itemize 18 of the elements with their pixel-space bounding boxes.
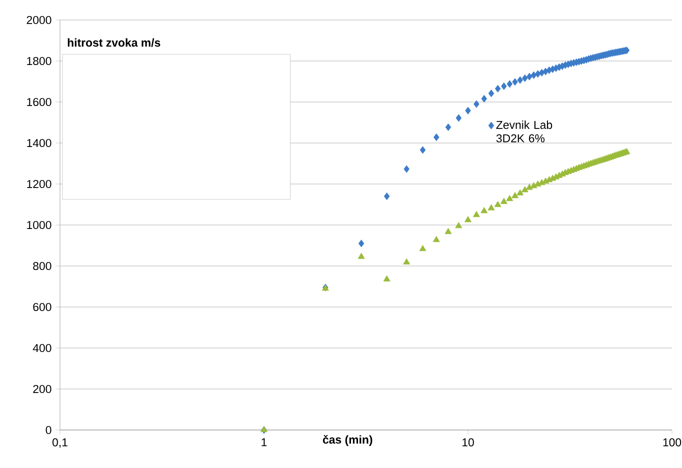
x-tick-label: 100 — [663, 438, 682, 446]
x-tick-label: 10 — [462, 438, 474, 446]
y-tick-label: 200 — [33, 384, 52, 394]
y-tick-label: 1400 — [27, 138, 52, 148]
y-tick-label: 1200 — [27, 180, 52, 188]
x-tick-label: 1 — [262, 438, 267, 446]
y-tick-label: 1800 — [27, 56, 52, 66]
y-tick-label: 800 — [33, 262, 52, 270]
y-tick-label: 0 — [46, 426, 52, 434]
x-tick-label: 0,1 — [52, 438, 68, 448]
y-axis-title: hitrost zvoka m/s — [68, 38, 160, 47]
legend-label: Zevnik Lab 3D2K 6% — [496, 120, 552, 142]
y-tick-label: 600 — [33, 302, 52, 312]
y-tick-label: 400 — [32, 344, 52, 352]
y-tick-label: 1000 — [27, 220, 52, 230]
y-tick-label: 1600 — [27, 98, 52, 106]
x-axis-title: čas (min) — [322, 435, 372, 446]
y-tick-label: 2000 — [26, 16, 52, 24]
